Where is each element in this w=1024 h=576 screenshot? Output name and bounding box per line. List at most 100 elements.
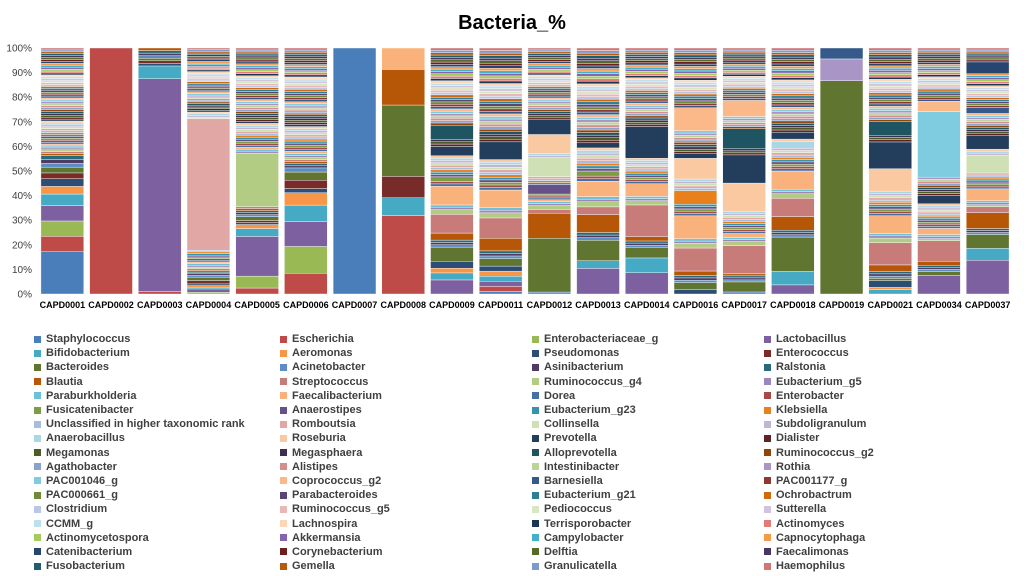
bar-segment (722, 55, 766, 59)
legend-item: Campylobacter (532, 531, 764, 545)
bar-segment (235, 107, 279, 110)
bar-segment (235, 206, 279, 209)
bar-segment (966, 103, 1010, 106)
bar-segment (479, 187, 523, 191)
bar-segment (868, 70, 912, 73)
legend-label: Ruminococcus_g5 (292, 503, 390, 516)
bar-segment (430, 204, 474, 208)
bar-segment (430, 244, 474, 248)
bar-segment (917, 205, 961, 209)
bar-segment (40, 103, 84, 106)
legend-swatch (764, 406, 771, 414)
bar-segment (40, 90, 84, 93)
bar-segment (235, 125, 279, 128)
bar-segment (771, 161, 815, 165)
bar-segment (673, 91, 718, 95)
bar-segment (625, 115, 669, 119)
bar-segment (527, 157, 571, 177)
bar-segment (625, 272, 669, 295)
bar-segment (40, 178, 84, 187)
bar-segment (625, 240, 669, 244)
legend-label: Intestinibacter (544, 460, 620, 473)
bar-segment (673, 280, 718, 283)
bar-segment (430, 68, 474, 72)
bar-segment (527, 68, 571, 72)
bar-segment (625, 200, 669, 206)
legend-swatch (34, 534, 41, 542)
legend-swatch (532, 363, 539, 371)
bar-segment (966, 180, 1010, 184)
bar-segment (966, 260, 1010, 295)
bar-segment (771, 100, 815, 103)
bar-segment (625, 126, 669, 159)
legend-label: Anaerobacillus (46, 432, 125, 445)
bar-segment (430, 268, 474, 274)
bar-segment (868, 195, 912, 199)
legend-label: Unclassified in higher taxonomic rank (46, 418, 245, 431)
bar-segment (966, 53, 1010, 57)
bar-segment (771, 170, 815, 190)
legend-label: Pseudomonas (544, 347, 620, 360)
bar-segment (771, 77, 815, 81)
bar-segment (40, 163, 84, 168)
bar-segment (479, 179, 523, 183)
bar-segment (284, 144, 328, 148)
bar-segment (917, 94, 961, 98)
legend-label: Haemophilus (776, 560, 846, 573)
bar-segment (625, 122, 669, 125)
bar-segment (917, 207, 961, 211)
bar-segment (722, 150, 766, 154)
legend-item: Alloprevotella (532, 446, 764, 460)
legend-item: Clostridium (34, 502, 280, 516)
legend-swatch (280, 406, 287, 414)
bar-segment (625, 47, 669, 51)
bar-segment (966, 57, 1010, 61)
bar-segment (40, 91, 84, 95)
bar-segment (186, 110, 231, 113)
bar-segment (527, 193, 571, 197)
bar-segment (722, 94, 766, 97)
bar-segment (235, 150, 279, 154)
bar-segment (138, 65, 182, 79)
bar-segment (576, 55, 620, 59)
bar-segment (40, 138, 84, 141)
bar-segment (284, 221, 328, 247)
bar-segment (430, 157, 474, 161)
bar-segment (284, 78, 328, 82)
bar-segment (430, 246, 474, 262)
bar-segment (284, 51, 328, 55)
bar-segment (186, 116, 231, 119)
bar-segment (479, 189, 523, 208)
bar-segment (284, 58, 328, 61)
bar-segment (332, 47, 377, 295)
legend-swatch (764, 548, 771, 556)
bar-segment (673, 146, 718, 150)
bar-segment (722, 273, 766, 277)
bar-segment (430, 92, 474, 96)
bar-segment (479, 250, 523, 254)
bar-segment (966, 200, 1010, 203)
bar-segment (771, 70, 815, 74)
bar-segment (40, 166, 84, 174)
x-tick-label: CAPD0018 (770, 300, 816, 310)
bar-segment (576, 234, 620, 238)
bar-segment (138, 55, 182, 59)
bar-segment (284, 126, 328, 129)
bar-CAPD0001 (40, 47, 84, 295)
bar-segment (479, 52, 523, 56)
bar-segment (673, 289, 718, 295)
bar-segment (284, 171, 328, 181)
bar-segment (917, 88, 961, 92)
bar-segment (722, 76, 766, 79)
bar-segment (138, 52, 182, 56)
bar-segment (186, 106, 231, 109)
bar-segment (868, 88, 912, 91)
legend-swatch (34, 420, 41, 428)
bar-segment (186, 253, 231, 256)
bar-segment (576, 96, 620, 100)
bar-segment (235, 141, 279, 144)
y-tick-label: 40% (12, 191, 32, 202)
bar-segment (430, 115, 474, 119)
bar-segment (40, 130, 84, 133)
bar-segment (819, 58, 864, 82)
